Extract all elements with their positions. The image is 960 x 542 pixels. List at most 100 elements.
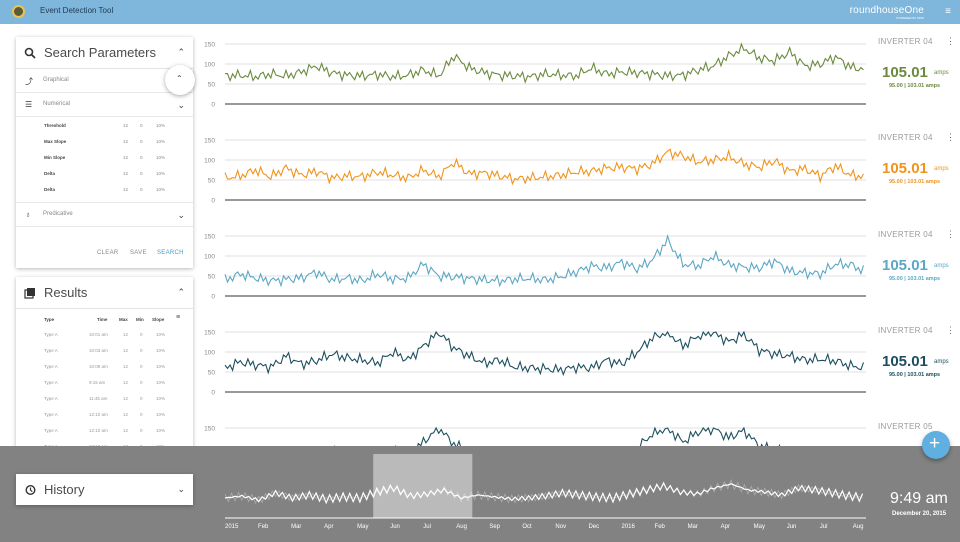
y-tick-label: 0 (211, 102, 215, 109)
min-max-values: 95.00 | 103.01 amps (889, 179, 941, 185)
table-row[interactable]: Type A 9:15 am 12 0 10% (44, 380, 166, 385)
y-tick-label: 150 (204, 426, 215, 433)
timeline-tick-label: May (754, 524, 765, 530)
inverter-panel-5: INVERTER 05 (868, 415, 960, 446)
timeline-tick-label: Jun (787, 524, 797, 530)
timeline-tick-label: Apr (721, 524, 730, 530)
y-tick-label: 100 (204, 254, 215, 261)
app-menu-icon[interactable]: ≡ (945, 6, 951, 17)
current-value: 105.01 (882, 353, 928, 370)
series-line (333, 426, 781, 446)
min-max-values: 95.00 | 103.01 amps (889, 372, 941, 378)
timeline-tick-label: 2016 (621, 524, 635, 530)
section-predicative-label: Predicative (43, 211, 73, 217)
timeline-tick-label: Oct (522, 524, 532, 530)
brand-logo: roundhouseOne (850, 5, 924, 16)
collapse-graphical-button[interactable]: ⌃ (165, 65, 195, 95)
current-date: December 20, 2015 (892, 511, 947, 517)
results-rows: Type A 10:01 am 12 0 10% Type A 10:03 am 12 0 10… (16, 327, 193, 455)
add-chart-button[interactable]: + (922, 431, 950, 459)
timeline-tick-label: Sep (489, 524, 500, 530)
timeline-tick-label: Dec (588, 524, 599, 530)
y-tick-label: 50 (208, 274, 216, 281)
table-row[interactable]: Type A 11:45 am 12 0 10% (44, 396, 166, 401)
more-vert-icon[interactable]: ⋮ (946, 36, 955, 46)
timeline-tick-label: Jul (423, 524, 431, 530)
brand-text: roundhouse (849, 5, 905, 16)
current-value: 105.01 (882, 160, 928, 177)
y-tick-label: 50 (208, 370, 216, 377)
results-panel: Results ⌃ Type Time Max Min Slope ≡ Type… (16, 277, 193, 465)
param-row[interactable]: Delta 12 0 10% (44, 187, 166, 192)
current-value: 105.01 (882, 64, 928, 81)
section-graphical-label: Graphical (43, 77, 69, 83)
param-row[interactable]: Min Slope 12 0 10% (44, 155, 166, 160)
filter-icon[interactable]: ≡ (176, 314, 181, 321)
list-numbered-icon: ☰ (25, 100, 33, 109)
timeline-tick-label: Feb (655, 524, 666, 530)
series-line (224, 42, 864, 84)
timeline-series (224, 481, 864, 505)
series-line (224, 330, 865, 377)
more-vert-icon[interactable]: ⋮ (946, 132, 955, 142)
y-tick-label: 0 (211, 198, 215, 205)
search-parameters-header[interactable]: Search Parameters ⌃ (16, 37, 193, 69)
y-tick-label: 50 (208, 178, 216, 185)
inverter-name: INVERTER 04 (878, 133, 933, 142)
table-row[interactable]: Type A 10:01 am 12 0 10% (44, 332, 166, 337)
timeline-chart[interactable]: 2015 Feb Mar Apr May Jun Jul Aug Sep Oct Nov Dec 201… (0, 446, 960, 542)
y-tick-label: 100 (204, 158, 215, 165)
section-graphical[interactable]: ⤴ Graphical ⌃ (16, 65, 195, 95)
chevron-up-icon[interactable]: ⌃ (177, 47, 185, 57)
inverter-charts[interactable]: 150 100 50 0 150 100 50 0 150 100 50 0 150 100 50 0 150 1… (195, 30, 867, 446)
table-row[interactable]: Type A 10:03 am 12 0 10% (44, 348, 166, 353)
more-vert-icon[interactable]: ⋮ (946, 229, 955, 239)
y-tick-label: 0 (211, 294, 215, 301)
top-bar: Event Detection Tool roundhouseOne POWER… (0, 0, 960, 24)
results-header[interactable]: Results ⌃ (16, 277, 193, 309)
chevron-up-icon[interactable]: ⌃ (177, 287, 185, 297)
timeline-tick-label: Aug (456, 524, 467, 530)
section-numerical[interactable]: ☰ Numerical ⌄ (16, 93, 193, 117)
timeline-tick-label: Feb (258, 524, 269, 530)
table-row[interactable]: Type A 10:09 am 12 0 10% (44, 364, 166, 369)
lightbulb-icon: ♁ (25, 210, 31, 219)
series-line (224, 234, 865, 288)
brand-o: One (904, 5, 924, 16)
search-parameters-title: Search Parameters (44, 45, 156, 60)
y-tick-label: 50 (208, 82, 216, 89)
value-unit: amps (934, 70, 949, 76)
timeline-tick-label: Apr (324, 524, 333, 530)
history-title: History (44, 482, 85, 497)
y-tick-label: 100 (204, 350, 215, 357)
inverter-name: INVERTER 04 (878, 230, 933, 239)
history-panel[interactable]: History ⌄ (16, 474, 193, 505)
search-button[interactable]: SEARCH (157, 250, 184, 256)
timeline-tick-label: Aug (853, 524, 864, 530)
numerical-params: Threshold 12 0 10% Max Slope 12 0 10% Min Slop… (16, 117, 193, 203)
timeline-tick-label: Jun (390, 524, 400, 530)
chevron-down-icon[interactable]: ⌄ (177, 484, 185, 494)
timeline-selection[interactable] (373, 454, 473, 518)
y-tick-label: 150 (204, 330, 215, 337)
timeline-tick-label: May (357, 524, 368, 530)
chevron-down-icon[interactable]: ⌄ (177, 100, 185, 110)
save-button[interactable]: SAVE (130, 250, 147, 256)
y-tick-label: 0 (211, 390, 215, 397)
chevron-up-icon: ⌃ (176, 74, 183, 83)
section-predicative[interactable]: ♁ Predicative ⌄ (16, 203, 193, 227)
more-vert-icon[interactable]: ⋮ (946, 325, 955, 335)
param-row[interactable]: Threshold 12 0 10% (44, 123, 166, 128)
search-actions: CLEAR SAVE SEARCH (16, 250, 193, 260)
param-row[interactable]: Delta 12 0 10% (44, 171, 166, 176)
clear-button[interactable]: CLEAR (97, 250, 119, 256)
value-unit: amps (934, 166, 949, 172)
app-logo-icon (12, 5, 25, 18)
chevron-down-icon[interactable]: ⌄ (177, 210, 185, 220)
results-title: Results (44, 285, 88, 300)
inverter-panel-4: INVERTER 04 ⋮ 105.01 amps 95.00 | 103.01… (868, 319, 960, 415)
param-row[interactable]: Max Slope 12 0 10% (44, 139, 166, 144)
series-line (224, 148, 864, 186)
